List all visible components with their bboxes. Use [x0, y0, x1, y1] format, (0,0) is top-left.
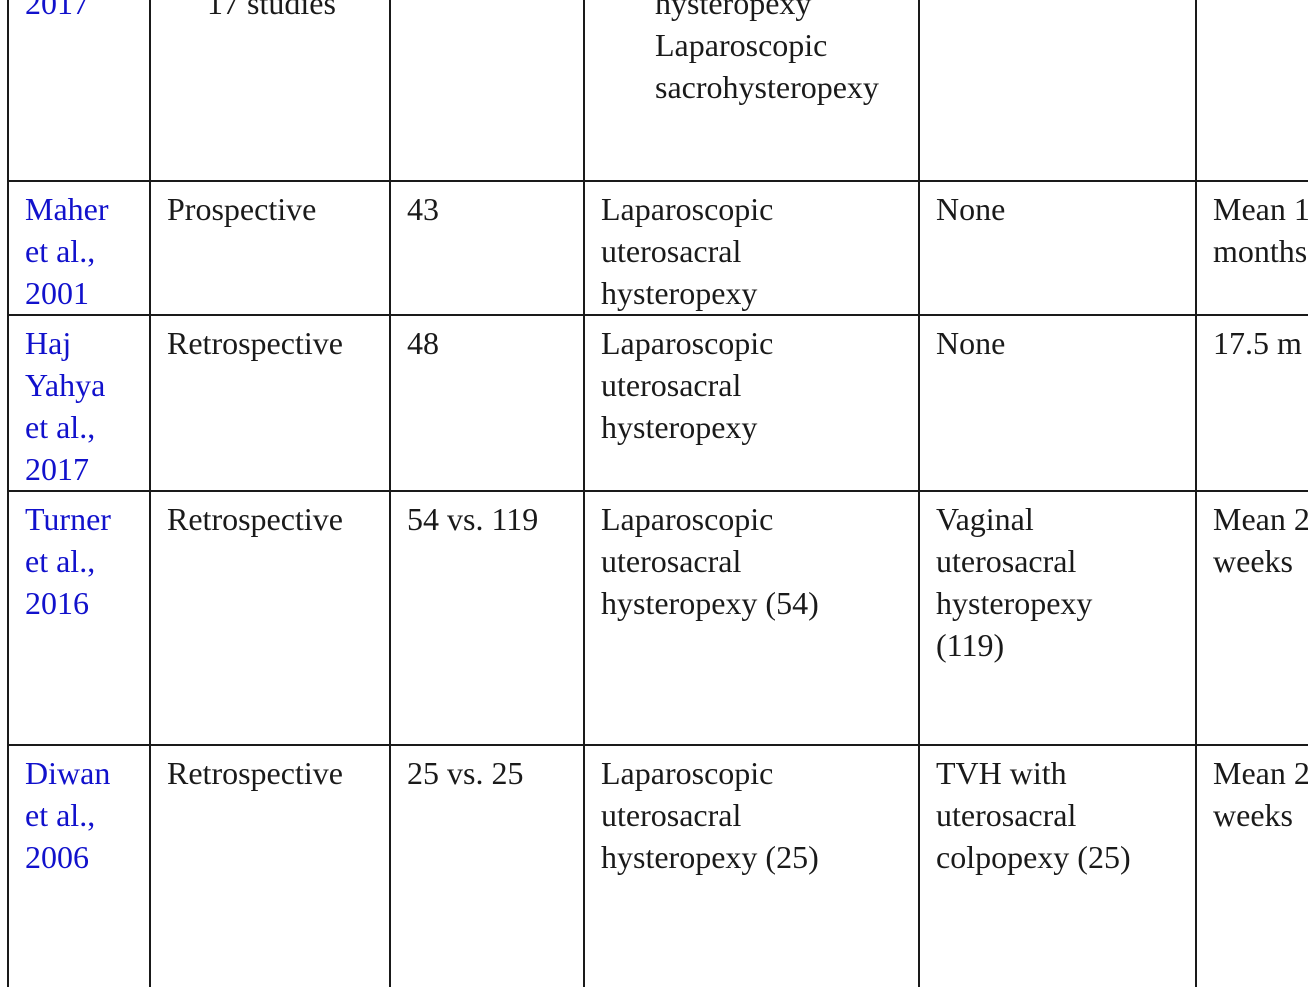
author-link-line[interactable]: Turner [25, 501, 111, 537]
comparison-line: TVH with [936, 755, 1067, 791]
author-link-line[interactable]: 2016 [25, 585, 89, 621]
intervention-line: Laparoscopic [601, 501, 774, 537]
intervention-line: hysteropexy [601, 275, 758, 311]
design-cell: Retrospective [149, 490, 391, 746]
design-text: Retrospective [167, 501, 343, 537]
comparison-line: colpopexy (25) [936, 839, 1131, 875]
author-link-line[interactable]: Haj [25, 325, 72, 361]
followup-line: Mean 1 [1213, 191, 1308, 227]
intervention-line: uterosacral [601, 543, 742, 579]
comparison-cell: TVH with uterosacral colpopexy (25) [918, 744, 1197, 987]
followup-line: weeks [1213, 797, 1293, 833]
n-cell: 25 vs. 25 [389, 744, 585, 987]
comparison-cell [918, 0, 1197, 182]
intervention-cell: Laparoscopic uterosacral hysteropexy [583, 180, 920, 316]
design-text: Retrospective [167, 325, 343, 361]
comparison-line: (119) [936, 627, 1005, 663]
n-text: 43 [407, 191, 439, 227]
studies-table: 2017 17 studies hysteropexy Laparoscopic… [7, 0, 1308, 987]
n-text: 48 [407, 325, 439, 361]
comparison-line: uterosacral [936, 797, 1077, 833]
comparison-line: Vaginal [936, 501, 1034, 537]
n-cell [389, 0, 585, 182]
design-cell: Retrospective [149, 314, 391, 492]
comparison-line: None [936, 325, 1006, 361]
followup-cell: Mean 1 months [1195, 180, 1308, 316]
author-link-line[interactable]: Diwan [25, 755, 111, 791]
followup-cell: Mean 2 weeks [1195, 744, 1308, 987]
intervention-line: sacrohysteropexy [655, 69, 879, 105]
intervention-line: hysteropexy (25) [601, 839, 819, 875]
design-text: Retrospective [167, 755, 343, 791]
author-link-line[interactable]: 2017 [25, 451, 89, 487]
intervention-line: uterosacral [601, 367, 742, 403]
comparison-line: hysteropexy [936, 585, 1093, 621]
author-link-line[interactable]: et al., [25, 543, 96, 579]
n-text: 54 vs. 119 [407, 501, 539, 537]
comparison-cell: None [918, 314, 1197, 492]
intervention-line: hysteropexy [601, 409, 758, 445]
comparison-line: uterosacral [936, 543, 1077, 579]
author-cell: Diwan et al., 2006 [7, 744, 151, 987]
table-row: Haj Yahya et al., 2017 Retrospective 48 … [7, 314, 1308, 492]
intervention-line: Laparoscopic [601, 755, 774, 791]
author-cell: 2017 [7, 0, 151, 182]
n-cell: 43 [389, 180, 585, 316]
comparison-cell: None [918, 180, 1197, 316]
design-cell: 17 studies [149, 0, 391, 182]
design-cell: Retrospective [149, 744, 391, 987]
author-link-line[interactable]: 2001 [25, 275, 89, 311]
table-row: Diwan et al., 2006 Retrospective 25 vs. … [7, 744, 1308, 987]
design-text: 17 studies [207, 0, 336, 21]
author-link-line[interactable]: Yahya [25, 367, 106, 403]
intervention-line: Laparoscopic [601, 191, 774, 227]
intervention-line: uterosacral [601, 233, 742, 269]
n-cell: 54 vs. 119 [389, 490, 585, 746]
author-link-line[interactable]: Maher [25, 191, 109, 227]
intervention-line: Laparoscopic [601, 325, 774, 361]
followup-line: weeks [1213, 543, 1293, 579]
intervention-line: hysteropexy [655, 0, 812, 21]
followup-line: Mean 2 [1213, 501, 1308, 537]
author-link-line[interactable]: 2017 [25, 0, 89, 21]
intervention-cell: Laparoscopic uterosacral hysteropexy (25… [583, 744, 920, 987]
intervention-line: Laparoscopic [655, 27, 828, 63]
design-text: Prospective [167, 191, 317, 227]
comparison-cell: Vaginal uterosacral hysteropexy (119) [918, 490, 1197, 746]
author-link-line[interactable]: et al., [25, 233, 96, 269]
followup-line: months [1213, 233, 1308, 269]
comparison-line: None [936, 191, 1006, 227]
author-cell: Haj Yahya et al., 2017 [7, 314, 151, 492]
table-row: Turner et al., 2016 Retrospective 54 vs.… [7, 490, 1308, 746]
intervention-cell: hysteropexy Laparoscopic sacrohysteropex… [583, 0, 920, 182]
followup-cell: Mean 2 weeks [1195, 490, 1308, 746]
n-text: 25 vs. 25 [407, 755, 524, 791]
design-cell: Prospective [149, 180, 391, 316]
followup-cell [1195, 0, 1308, 182]
author-cell: Maher et al., 2001 [7, 180, 151, 316]
author-cell: Turner et al., 2016 [7, 490, 151, 746]
author-link-line[interactable]: et al., [25, 797, 96, 833]
author-link-line[interactable]: et al., [25, 409, 96, 445]
followup-line: 17.5 m [1213, 325, 1302, 361]
table-row: Maher et al., 2001 Prospective 43 Laparo… [7, 180, 1308, 316]
intervention-line: uterosacral [601, 797, 742, 833]
n-cell: 48 [389, 314, 585, 492]
followup-cell: 17.5 m [1195, 314, 1308, 492]
intervention-cell: Laparoscopic uterosacral hysteropexy [583, 314, 920, 492]
table-row: 2017 17 studies hysteropexy Laparoscopic… [7, 0, 1308, 182]
intervention-line: hysteropexy (54) [601, 585, 819, 621]
intervention-cell: Laparoscopic uterosacral hysteropexy (54… [583, 490, 920, 746]
followup-line: Mean 2 [1213, 755, 1308, 791]
author-link-line[interactable]: 2006 [25, 839, 89, 875]
